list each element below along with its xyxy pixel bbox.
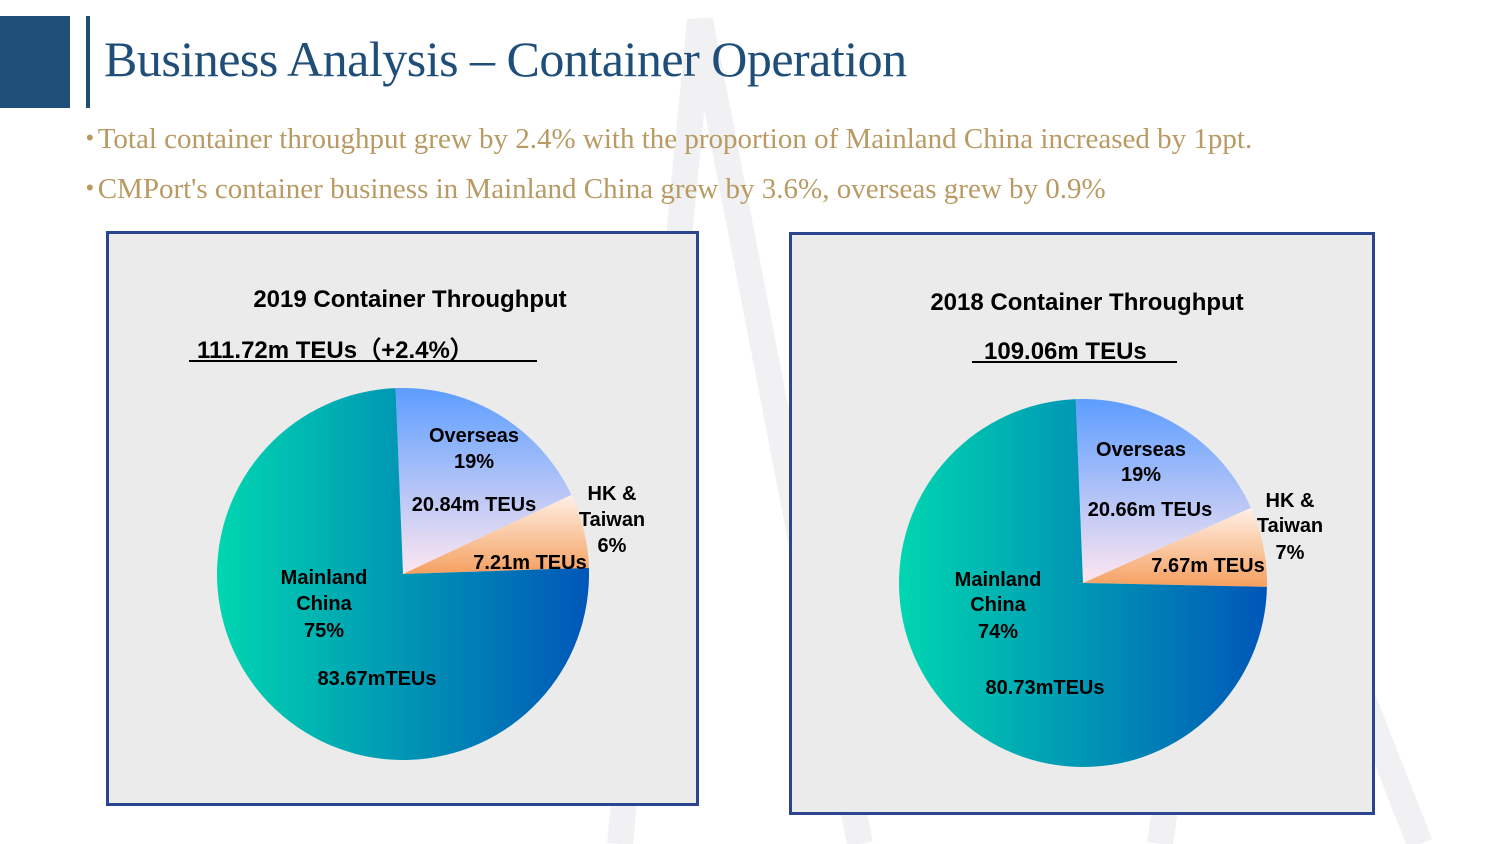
chart-panel-2018: 2018 Container Throughput 109.06m TEUs O…	[789, 232, 1375, 815]
bullet-item: • CMPort's container business in Mainland…	[86, 168, 1252, 218]
slice-label-percent: 75%	[304, 620, 344, 642]
pie-slice-hk-taiwan	[403, 494, 589, 574]
pie-slice-mainland-china	[217, 388, 590, 761]
slice-label-name: Mainland	[955, 569, 1042, 591]
slice-label-name: Overseas	[429, 425, 519, 447]
slice-label-name: China	[296, 593, 352, 615]
chart-title: 2019 Container Throughput	[253, 286, 566, 313]
bullet-item: • Total container throughput grew by 2.4%…	[86, 118, 1252, 168]
slice-label-name: China	[970, 594, 1026, 616]
slice-label-value: 7.21m TEUs	[473, 552, 586, 574]
page-title: Business Analysis – Container Operation	[104, 31, 907, 87]
slice-label-percent: 7%	[1276, 542, 1305, 564]
pie-slice-overseas	[1075, 399, 1251, 583]
slice-label-name: Taiwan	[1257, 515, 1323, 537]
bullet-list: • Total container throughput grew by 2.4%…	[86, 118, 1252, 218]
slice-label-percent: 6%	[598, 535, 627, 557]
chart-title: 2018 Container Throughput	[930, 289, 1243, 316]
slice-label-value: 80.73mTEUs	[986, 677, 1105, 699]
slice-label-name: Overseas	[1096, 439, 1186, 461]
slice-label-value: 20.66m TEUs	[1088, 499, 1213, 521]
bullet-text: CMPort's container business in Mainland …	[97, 173, 1106, 205]
chart-total: 111.72m TEUs（+2.4%）	[197, 337, 474, 364]
pie-chart-2019: 2019 Container Throughput 111.72m TEUs（+…	[189, 286, 645, 761]
slice-label-percent: 19%	[454, 451, 494, 473]
pie-slice-hk-taiwan	[1083, 507, 1268, 587]
chart-panel-2019: 2019 Container Throughput 111.72m TEUs（+…	[106, 231, 699, 806]
slice-label-value: 7.67m TEUs	[1151, 555, 1264, 577]
bullet-text: Total container throughput grew by 2.4% …	[97, 123, 1253, 155]
slice-label-percent: 19%	[1121, 464, 1161, 486]
bullet-dot: •	[86, 175, 94, 200]
pie-slice-mainland-china	[899, 399, 1267, 768]
slice-label-value: 20.84m TEUs	[412, 494, 537, 516]
pie-slice-overseas	[395, 388, 572, 574]
pie-chart-2018: 2018 Container Throughput 109.06m TEUs O…	[899, 289, 1323, 768]
slice-label-name: Mainland	[281, 567, 368, 589]
chart-total: 109.06m TEUs	[984, 338, 1147, 365]
slice-label-percent: 74%	[978, 621, 1018, 643]
slice-label-value: 83.67mTEUs	[318, 668, 437, 690]
title-accent-bar	[86, 16, 90, 108]
bullet-dot: •	[86, 125, 94, 150]
slice-label-name: Taiwan	[579, 509, 645, 531]
title-accent-block	[0, 16, 70, 108]
slice-label-name: HK &	[1266, 490, 1315, 512]
slice-label-name: HK &	[588, 483, 637, 505]
